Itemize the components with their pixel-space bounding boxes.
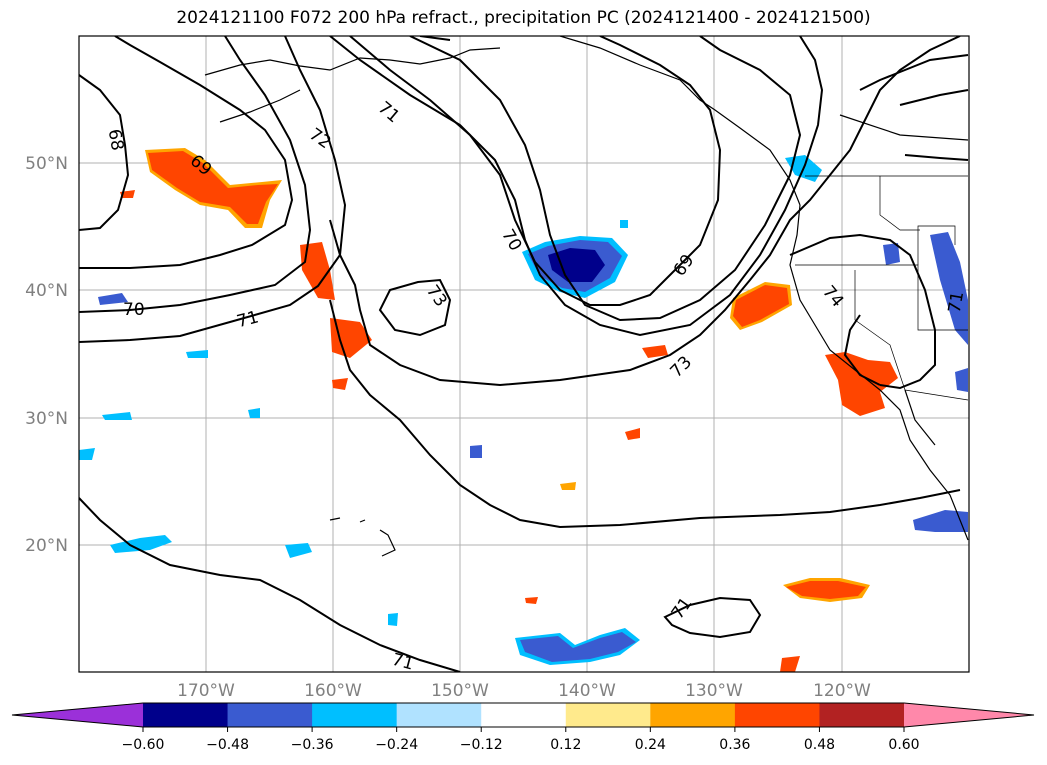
colorbar: −0.60 −0.48 −0.36 −0.24 −0.12 0.12 0.24 0.36 0.4… [11,702,1035,753]
colorbar-tick-label: 0.48 [804,737,835,753]
colorbar-tick-label: −0.36 [291,737,334,753]
colorbar-segment [396,703,482,727]
refractivity-contours [79,36,969,672]
colorbar-extend-min [12,703,143,727]
contour-label: 68 [104,128,127,153]
colorbar-tick-label: −0.48 [206,737,249,753]
colorbar-tick-label: 0.36 [719,737,750,753]
precip-negative [79,155,968,665]
colorbar-tick-label: 0.60 [888,737,919,753]
lon-label: 170°W [177,681,235,701]
colorbar-tick-label: 0.24 [635,737,666,753]
colorbar-extend-max [904,703,1034,727]
map-title: 2024121100 F072 200 hPa refract., precip… [176,8,871,28]
map-frame [78,35,970,673]
lat-label: 40°N [25,281,68,301]
colorbar-segment [143,703,229,727]
colorbar-tick-label: 0.12 [550,737,581,753]
lat-label: 30°N [25,409,68,429]
colorbar-tick-label: −0.60 [122,737,165,753]
contour-label: 71 [945,290,968,315]
colorbar-segment [312,703,398,727]
lon-label: 130°W [685,681,743,701]
colorbar-segment [227,703,313,727]
colorbar-segment [734,703,820,727]
lon-label: 150°W [431,681,489,701]
lon-label: 120°W [813,681,871,701]
lon-label: 160°W [304,681,362,701]
contour-label: 70 [123,300,145,320]
colorbar-tick-label: −0.24 [375,737,418,753]
coastlines [204,36,969,557]
state-borders [795,175,969,401]
colorbar-segment [650,703,736,727]
lon-label: 140°W [558,681,616,701]
colorbar-tick-label: −0.12 [460,737,503,753]
lat-label: 20°N [25,536,68,556]
colorbar-segment [565,703,651,727]
lat-label: 50°N [25,154,68,174]
colorbar-segment [819,703,905,727]
precip-positive [120,148,898,672]
colorbar-segment [481,703,567,727]
